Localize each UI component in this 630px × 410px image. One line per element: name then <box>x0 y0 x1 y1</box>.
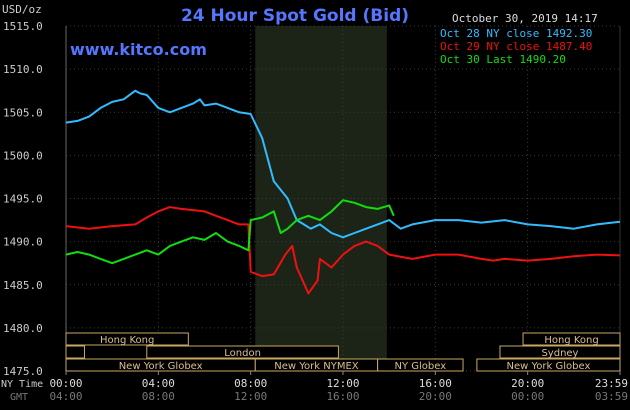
session-box <box>522 332 621 346</box>
y-tick-label: 1500.0 <box>3 149 43 162</box>
x-tick-label-ny: 23:59 <box>595 377 628 390</box>
session-label: New York Globex <box>119 361 203 372</box>
y-tick-label: 1480.0 <box>3 322 43 335</box>
session-box <box>65 332 189 346</box>
x-tick-label-ny: 08:00 <box>234 377 267 390</box>
y-tick-label: 1475.0 <box>3 365 43 378</box>
x-tick-label-gmt: 00:00 <box>511 390 544 403</box>
y-tick-label: 1510.0 <box>3 63 43 76</box>
series-line-oct-29 <box>65 206 621 295</box>
session-box <box>377 358 464 372</box>
chart-title: 24 Hour Spot Gold (Bid) <box>181 6 409 26</box>
series-line-oct-28 <box>65 89 621 239</box>
session-label: Sydney <box>541 348 578 359</box>
x-tick-label-gmt: 20:00 <box>419 390 452 403</box>
x-axis-gmt-label: GMT <box>10 392 28 403</box>
x-tick-label-gmt: 04:00 <box>49 390 82 403</box>
legend-item-oct30: Oct 30 Last 1490.20 <box>440 53 566 66</box>
y-axis-unit: USD/oz <box>2 3 42 16</box>
session-label: London <box>224 348 261 359</box>
session-label: Hong Kong <box>100 335 154 346</box>
legend: Oct 28 NY close 1492.30 Oct 29 NY close … <box>440 27 592 66</box>
y-tick-label: 1515.0 <box>3 20 43 33</box>
y-tick-label: 1485.0 <box>3 279 43 292</box>
market-sessions: Hong Kong London New York Globex New York N… <box>65 332 621 372</box>
ny-trading-highlight <box>255 26 387 371</box>
session-box <box>499 345 621 359</box>
x-tick-label-ny: 04:00 <box>142 377 175 390</box>
x-axis-ticks: 00:0004:0004:0008:0008:0012:0012:0016:00… <box>49 371 628 403</box>
session-label: Hong Kong <box>544 335 598 346</box>
y-tick-label: 1490.0 <box>3 236 43 249</box>
x-axis-ny-label: NY Time <box>1 379 43 390</box>
legend-item-oct29: Oct 29 NY close 1487.40 <box>440 40 592 53</box>
y-axis-ticks: 1515.0 1510.0 1505.0 1500.0 1495.0 1490.0 1485… <box>3 20 43 378</box>
session-box <box>476 358 621 372</box>
x-tick-label-gmt: 12:00 <box>234 390 267 403</box>
session-label: NY Globex <box>395 361 447 372</box>
website-label[interactable]: www.kitco.com <box>70 40 207 59</box>
chart-date: October 30, 2019 14:17 <box>452 12 598 25</box>
y-tick-label: 1505.0 <box>3 106 43 119</box>
x-tick-label-ny: 20:00 <box>511 377 544 390</box>
x-tick-label-ny: 16:00 <box>419 377 452 390</box>
x-tick-label-gmt: 16:00 <box>326 390 359 403</box>
series-lines <box>65 89 621 295</box>
session-label: New York Globex <box>507 361 591 372</box>
x-tick-label-gmt: 03:59 <box>595 390 628 403</box>
y-tick-label: 1495.0 <box>3 193 43 206</box>
x-tick-label-ny: 00:00 <box>49 377 82 390</box>
x-tick-label-gmt: 08:00 <box>142 390 175 403</box>
session-box <box>146 345 339 359</box>
legend-item-oct28: Oct 28 NY close 1492.30 <box>440 27 592 40</box>
session-label: New York NYMEX <box>274 361 359 372</box>
x-tick-label-ny: 12:00 <box>326 377 359 390</box>
session-box <box>65 345 85 359</box>
series-line-oct-30 <box>65 199 395 265</box>
